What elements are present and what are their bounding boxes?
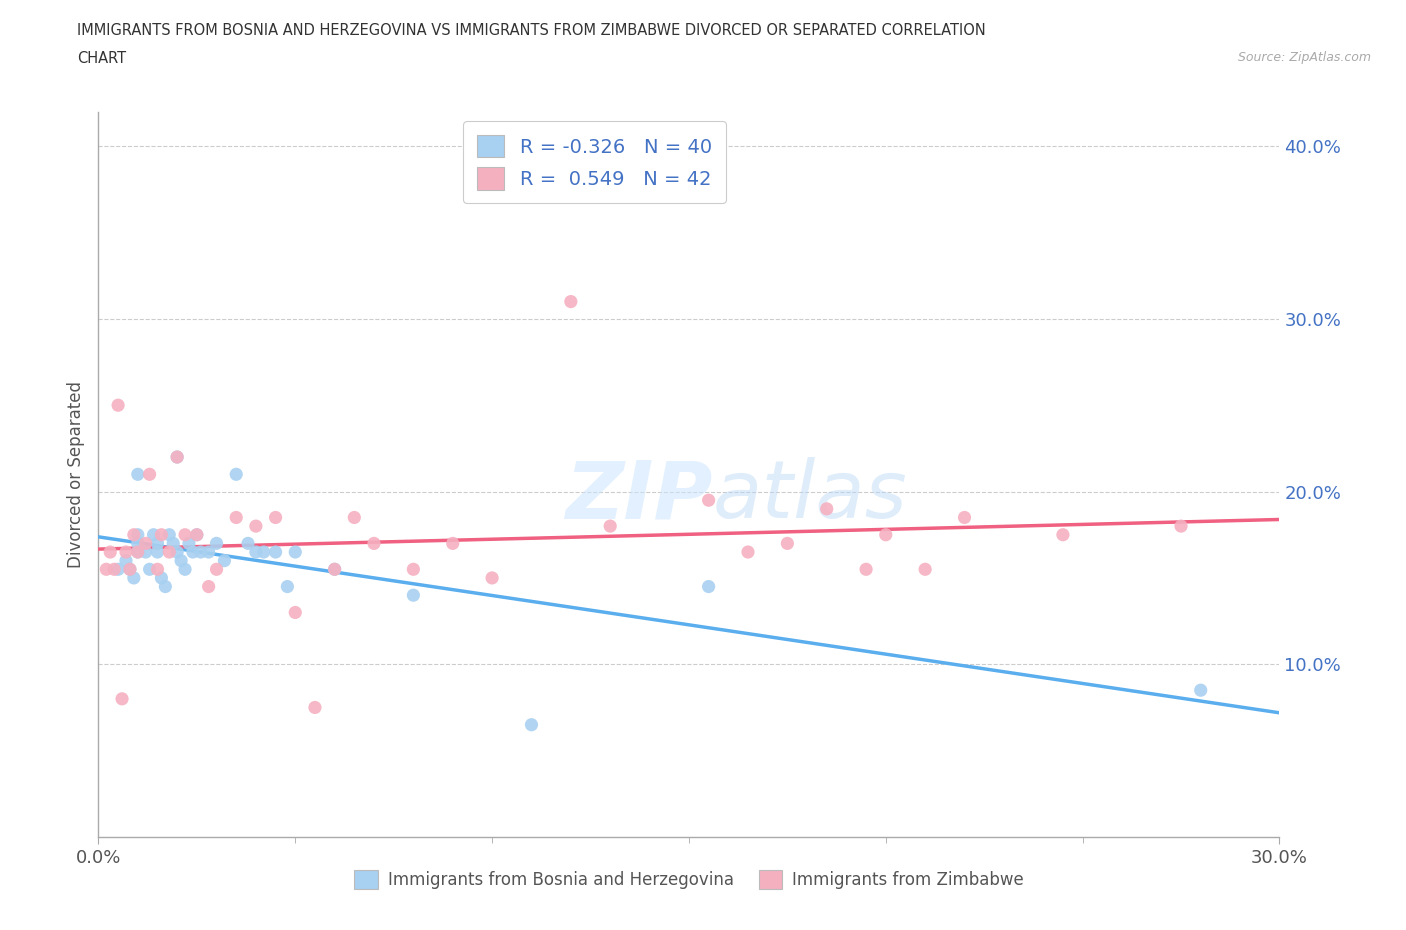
Point [186,527,208,542]
Point [127,545,149,560]
Text: atlas: atlas [713,457,907,535]
Point [181,545,204,560]
Point [560,294,582,309]
Y-axis label: Divorced or Separated: Divorced or Separated [66,380,84,568]
Point [245,519,267,534]
Point [402,588,425,603]
Point [146,536,169,551]
Point [122,570,145,585]
Point [225,467,247,482]
Point [197,545,219,560]
Point [118,562,141,577]
Point [157,545,180,560]
Point [162,536,184,551]
Point [737,545,759,560]
Point [855,562,877,577]
Point [135,536,157,551]
Point [236,536,259,551]
Point [103,562,125,577]
Point [253,545,276,560]
Point [155,579,177,594]
Point [205,536,228,551]
Point [914,562,936,577]
Point [127,467,149,482]
Text: CHART: CHART [77,51,127,66]
Point [98,545,121,560]
Point [166,449,188,464]
Point [96,562,118,577]
Point [127,545,149,560]
Point [815,501,838,516]
Point [138,467,160,482]
Point [875,527,897,542]
Point [150,570,173,585]
Point [520,717,543,732]
Point [264,545,287,560]
Point [1052,527,1074,542]
Point [142,527,165,542]
Point [323,562,346,577]
Point [953,510,976,525]
Point [697,579,720,594]
Point [402,562,425,577]
Text: IMMIGRANTS FROM BOSNIA AND HERZEGOVINA VS IMMIGRANTS FROM ZIMBABWE DIVORCED OR S: IMMIGRANTS FROM BOSNIA AND HERZEGOVINA V… [77,23,986,38]
Point [127,527,149,542]
Point [363,536,385,551]
Point [174,562,197,577]
Point [697,493,720,508]
Point [284,545,307,560]
Point [157,527,180,542]
Point [264,510,287,525]
Point [441,536,464,551]
Point [115,545,138,560]
Point [197,579,219,594]
Point [481,570,503,585]
Point [118,562,141,577]
Point [284,605,307,620]
Point [1189,683,1212,698]
Point [205,562,228,577]
Point [138,562,160,577]
Point [304,700,326,715]
Point [1170,519,1192,534]
Point [225,510,247,525]
Point [276,579,298,594]
Point [127,536,149,551]
Point [122,527,145,542]
Text: ZIP: ZIP [565,457,713,535]
Point [107,562,129,577]
Point [111,691,134,706]
Point [214,553,236,568]
Text: Source: ZipAtlas.com: Source: ZipAtlas.com [1237,51,1371,64]
Point [150,527,173,542]
Point [186,527,208,542]
Point [166,545,188,560]
Point [323,562,346,577]
Point [174,527,197,542]
Point [146,562,169,577]
Point [343,510,366,525]
Point [166,449,188,464]
Point [245,545,267,560]
Point [599,519,621,534]
Legend: Immigrants from Bosnia and Herzegovina, Immigrants from Zimbabwe: Immigrants from Bosnia and Herzegovina, … [346,862,1032,897]
Point [115,553,138,568]
Point [190,545,212,560]
Point [146,545,169,560]
Point [135,545,157,560]
Point [177,536,200,551]
Point [107,398,129,413]
Point [170,553,193,568]
Point [776,536,799,551]
